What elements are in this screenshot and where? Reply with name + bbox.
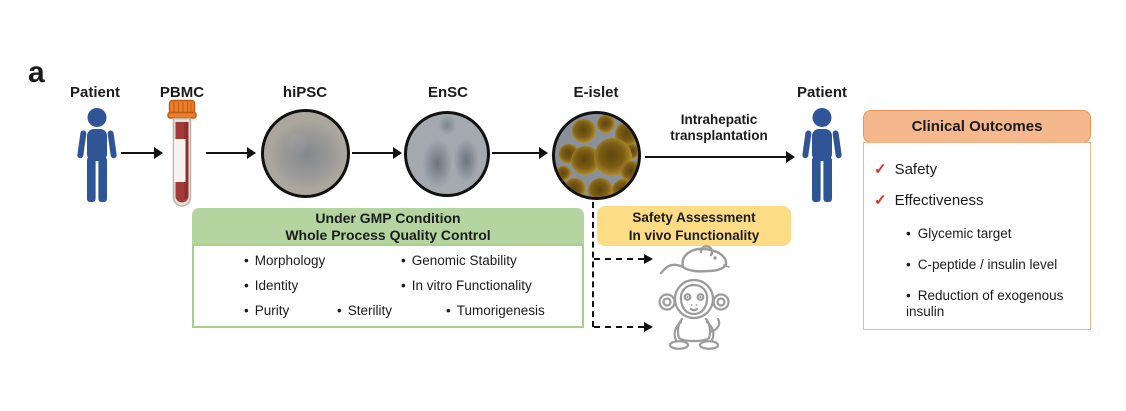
flow-arrow-4 xyxy=(492,146,548,160)
bullet-glyph: • xyxy=(244,253,249,268)
gmp-item-tumorigenesis: • Tumorigenesis xyxy=(446,303,545,318)
gmp-title-line1: Under GMP Condition xyxy=(315,210,461,226)
gmp-box-header: Under GMP Condition Whole Process Qualit… xyxy=(192,208,584,244)
transplant-label-line1: Intrahepatic xyxy=(680,112,758,127)
check-icon: ✓ xyxy=(874,161,887,178)
transplant-arrow-label: Intrahepatic transplantation xyxy=(645,112,793,143)
dashed-arrowhead-mouse xyxy=(644,253,653,264)
stage-label-patient-1: Patient xyxy=(69,84,120,101)
bullet-glyph: • xyxy=(244,278,249,293)
outcome-safety: ✓ Safety xyxy=(874,160,937,178)
check-icon: ✓ xyxy=(874,192,887,209)
dashed-connector-to-mouse xyxy=(594,258,644,260)
flow-arrow-transplant xyxy=(645,150,795,164)
gmp-item-label: Identity xyxy=(254,278,299,293)
outcome-label: Effectiveness xyxy=(894,192,984,209)
flow-arrow-3 xyxy=(352,146,402,160)
patient-person-icon xyxy=(75,107,119,208)
gmp-item-genomic-stability: • Genomic Stability xyxy=(401,253,517,268)
outcome-sub-label: Glycemic target xyxy=(917,226,1012,241)
stage-label-hipsc: hiPSC xyxy=(282,84,328,101)
ensc-micrograph-icon xyxy=(404,111,490,197)
bullet-glyph: • xyxy=(337,303,342,318)
gmp-item-label: Tumorigenesis xyxy=(456,303,545,318)
gmp-item-label: In vitro Functionality xyxy=(411,278,532,293)
bullet-glyph: • xyxy=(446,303,451,318)
clinical-outcomes-content: ✓ Safety ✓ Effectiveness • Glycemic target … xyxy=(863,142,1091,330)
gmp-title-line2: Whole Process Quality Control xyxy=(285,227,491,243)
dashed-connector-vertical xyxy=(592,202,594,327)
safety-line2: In vivo Functionality xyxy=(628,228,760,243)
outcome-sub-glycemic-target: • Glycemic target xyxy=(906,226,1012,242)
gmp-item-identity: • Identity xyxy=(244,278,298,293)
bullet-glyph: • xyxy=(906,257,911,272)
outcome-label: Safety xyxy=(894,161,938,178)
flow-arrow-1 xyxy=(121,146,163,160)
monkey-icon xyxy=(652,272,736,357)
stage-label-patient-2: Patient xyxy=(796,84,847,101)
gmp-item-sterility: • Sterility xyxy=(337,303,392,318)
flow-arrow-2 xyxy=(206,146,256,160)
bullet-glyph: • xyxy=(906,226,911,241)
bullet-glyph: • xyxy=(244,303,249,318)
patient-person-icon-2 xyxy=(800,107,844,208)
gmp-box-content: • Morphology • Genomic Stability • Identity… xyxy=(192,244,584,328)
stage-label-pbmc: PBMC xyxy=(159,84,205,101)
blood-tube-icon xyxy=(164,99,200,216)
safety-line1: Safety Assessment xyxy=(632,210,756,225)
eislet-micrograph-icon xyxy=(552,111,641,200)
stage-label-eislet: E-islet xyxy=(573,84,619,101)
dashed-arrowhead-monkey xyxy=(644,321,653,332)
outcome-sub-cpeptide: • C-peptide / insulin level xyxy=(906,257,1057,273)
outcome-sub-label: Reduction of exogenous insulin xyxy=(906,288,1064,319)
gmp-item-morphology: • Morphology xyxy=(244,253,325,268)
mouse-icon xyxy=(658,240,730,285)
stage-label-ensc: EnSC xyxy=(427,84,468,101)
gmp-item-label: Sterility xyxy=(347,303,392,318)
bullet-glyph: • xyxy=(906,288,911,303)
outcome-sub-reduction-insulin: • Reduction of exogenous insulin xyxy=(906,288,1078,320)
safety-assessment-box: Safety Assessment In vivo Functionality xyxy=(597,206,791,246)
gmp-item-label: Genomic Stability xyxy=(411,253,517,268)
bullet-glyph: • xyxy=(401,278,406,293)
gmp-item-label: Purity xyxy=(254,303,290,318)
gmp-item-invitro-functionality: • In vitro Functionality xyxy=(401,278,532,293)
transplant-label-line2: transplantation xyxy=(670,127,768,143)
outcome-sub-label: C-peptide / insulin level xyxy=(917,257,1058,272)
gmp-item-purity: • Purity xyxy=(244,303,289,318)
dashed-connector-to-monkey xyxy=(594,326,644,328)
clinical-outcomes-header: Clinical Outcomes xyxy=(863,110,1091,143)
hipsc-micrograph-icon xyxy=(261,109,350,198)
gmp-item-label: Morphology xyxy=(254,253,326,268)
bullet-glyph: • xyxy=(401,253,406,268)
panel-letter: a xyxy=(28,56,45,89)
outcome-effectiveness: ✓ Effectiveness xyxy=(874,191,984,209)
